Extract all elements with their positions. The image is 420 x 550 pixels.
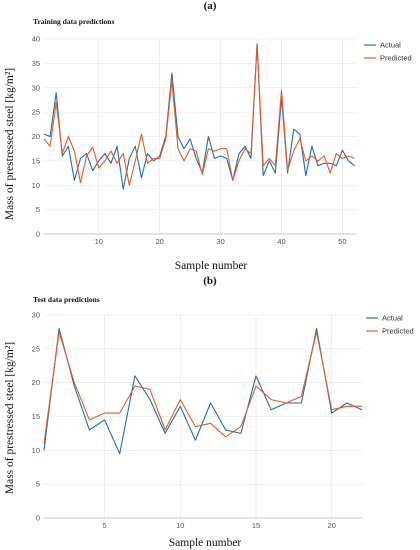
actual-line xyxy=(43,327,363,455)
grid xyxy=(44,38,357,235)
predicted-line xyxy=(43,331,362,444)
chart-training: Training data predictions 0 5 10 15 20 25 30 35… xyxy=(4,17,412,272)
y-tick-label: 30 xyxy=(32,311,40,320)
y-tick-label: 15 xyxy=(32,412,40,421)
x-tick-label: 30 xyxy=(216,237,224,246)
y-tick-label: 25 xyxy=(32,344,40,353)
x-tick-label: 10 xyxy=(95,237,103,246)
y-axis-label: Mass of prestressed steel [kg/m²] xyxy=(4,68,16,220)
y-tick-label: 10 xyxy=(32,446,40,455)
x-axis-label: Sample number xyxy=(169,537,242,549)
y-tick-label: 10 xyxy=(32,181,40,190)
x-tick-label: 5 xyxy=(102,521,106,530)
actual-line xyxy=(43,43,355,190)
y-tick-label: 15 xyxy=(32,156,40,165)
axes: 0 5 10 15 20 25 30 5 10 15 20 xyxy=(32,311,362,530)
x-tick-label: 40 xyxy=(277,237,285,246)
y-tick-label: 30 xyxy=(32,83,40,92)
series-lines xyxy=(43,43,355,190)
y-tick-label: 20 xyxy=(32,132,40,141)
x-tick-label: 20 xyxy=(328,521,336,530)
legend: Actual Predicted xyxy=(366,314,414,336)
chart-test: Test data predictions 0 5 10 15 20 25 30 5 10 15 2… xyxy=(4,295,414,549)
legend: Actual Predicted xyxy=(364,41,412,63)
legend-predicted: Predicted xyxy=(380,54,412,63)
y-tick-label: 0 xyxy=(36,514,40,523)
y-tick-label: 5 xyxy=(36,205,40,214)
chart-title: Test data predictions xyxy=(33,295,100,304)
y-tick-label: 20 xyxy=(32,378,40,387)
axes: 0 5 10 15 20 25 30 35 40 10 20 30 40 50 xyxy=(32,35,357,246)
legend-predicted: Predicted xyxy=(382,327,414,336)
grid xyxy=(44,314,362,519)
chart-title: Training data predictions xyxy=(33,17,114,26)
figure-label-a: (a) xyxy=(203,0,217,12)
x-tick-label: 20 xyxy=(156,237,164,246)
series-lines xyxy=(43,327,363,455)
y-tick-label: 40 xyxy=(32,35,40,44)
x-tick-label: 10 xyxy=(176,521,184,530)
y-tick-label: 35 xyxy=(32,59,40,68)
x-axis-label: Sample number xyxy=(175,260,248,272)
y-tick-label: 5 xyxy=(36,480,40,489)
y-axis-label: Mass of prestressed steel [kg/m²] xyxy=(4,342,16,494)
x-tick-label: 15 xyxy=(252,521,260,530)
y-tick-label: 0 xyxy=(36,230,40,239)
y-tick-label: 25 xyxy=(32,108,40,117)
legend-actual: Actual xyxy=(382,314,403,323)
x-tick-label: 50 xyxy=(338,237,346,246)
legend-actual: Actual xyxy=(380,41,401,50)
figure-label-b: (b) xyxy=(203,275,217,287)
predicted-line xyxy=(43,43,355,186)
